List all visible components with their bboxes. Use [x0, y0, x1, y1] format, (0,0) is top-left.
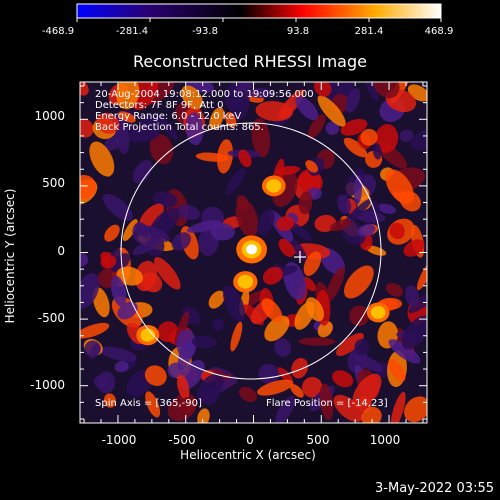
energy-range-text: Energy Range: 6.0 - 12.0 keV: [95, 111, 242, 122]
source-peak: [140, 328, 156, 342]
x-tick-label: -1000: [101, 433, 137, 447]
spin-axis-marker: [294, 251, 306, 263]
image-area: [80, 82, 427, 423]
colorbar-tick-label: 93.8: [286, 26, 310, 37]
y-tick-label: 1000: [34, 109, 65, 123]
y-axis-label: Heliocentric Y (arcsec): [3, 188, 17, 324]
colorbar-tick-label: -93.8: [192, 26, 218, 37]
x-tick-label: 1000: [369, 433, 401, 447]
y-tick-label: 0: [57, 244, 65, 258]
method-counts-text: Back Projection Total counts: 865.: [95, 122, 264, 133]
source-peak: [266, 179, 282, 193]
source-peak: [237, 274, 254, 289]
colorbar-tick-label: 281.4: [354, 26, 384, 37]
detectors-text: Detectors: 7F 8F 9F, Att 0: [95, 100, 224, 111]
x-tick-label: 0: [246, 433, 254, 447]
source-peak: [246, 244, 258, 255]
plot-title: Reconstructed RHESSI Image: [133, 52, 367, 71]
flare-position-text: Flare Position = [-14,23]: [266, 398, 388, 409]
source-peak: [370, 306, 386, 319]
y-tick-label: 500: [42, 176, 65, 190]
timestamp-footnote: 3-May-2022 03:55: [375, 481, 494, 496]
solar-limb-circle: [120, 122, 382, 380]
y-tick-label: -1000: [30, 378, 65, 392]
x-tick-label: -500: [168, 433, 196, 447]
colorbar-tick-label: -281.4: [115, 26, 149, 37]
colorbar: [76, 3, 442, 19]
colorbar-tick-label: -468.9: [41, 26, 75, 37]
colorbar-tick-label: 468.9: [424, 26, 454, 37]
x-axis-label: Heliocentric X (arcsec): [180, 448, 316, 462]
x-tick-label: 500: [306, 433, 330, 447]
y-tick-label: -500: [37, 311, 65, 325]
axis-ticks: [80, 82, 427, 423]
colorbar-ticks: [76, 18, 442, 22]
spin-axis-text: Spin Axis = [365,-90]: [95, 398, 202, 409]
time-range-text: 20-Aug-2004 19:08:12.000 to 19:09:56.000: [95, 89, 314, 100]
